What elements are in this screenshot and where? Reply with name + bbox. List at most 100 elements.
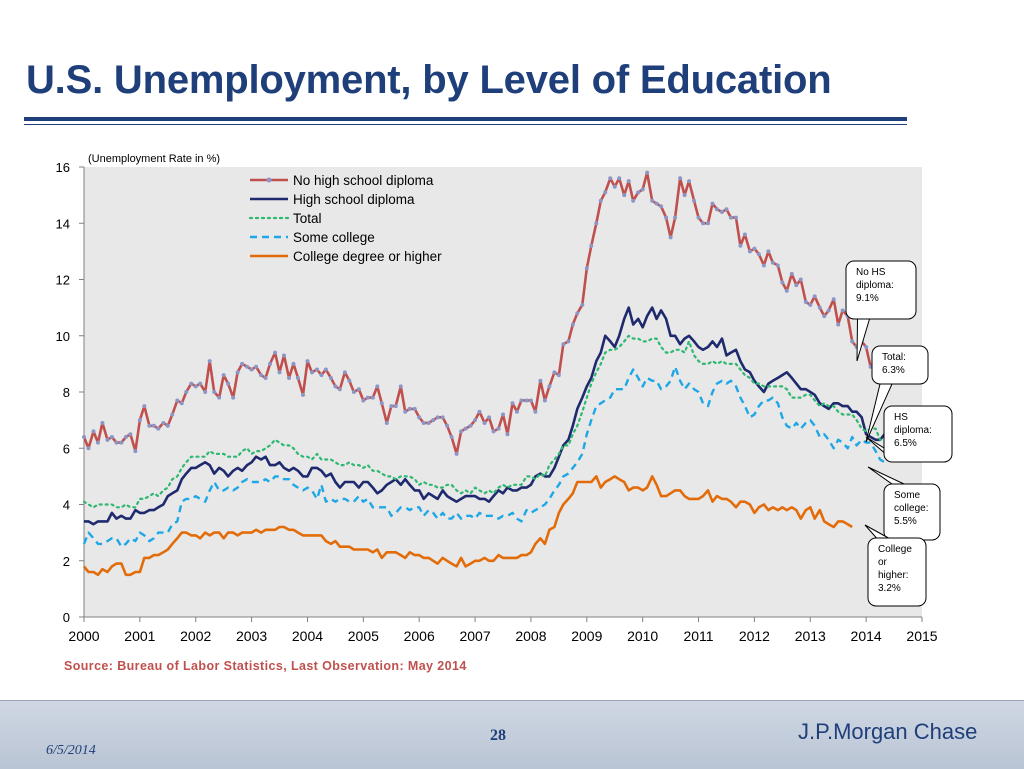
data-point <box>137 418 142 423</box>
callout-text: Some <box>894 490 921 501</box>
data-point <box>682 193 687 198</box>
data-point <box>100 420 105 425</box>
data-point <box>654 201 659 206</box>
data-point <box>822 314 827 319</box>
data-point <box>449 435 454 439</box>
data-point <box>603 190 608 195</box>
data-point <box>207 359 212 364</box>
data-point <box>379 401 384 406</box>
data-point <box>235 370 240 375</box>
callout-text: 5.5% <box>894 516 917 527</box>
data-point <box>608 176 613 181</box>
data-point <box>477 409 482 414</box>
x-tick-label: 2003 <box>236 628 267 644</box>
data-point <box>398 384 403 389</box>
data-point <box>664 215 669 220</box>
data-point <box>342 370 347 375</box>
chart-subtitle: (Unemployment Rate in %) <box>88 153 220 165</box>
callout-box <box>867 537 927 607</box>
legend: No high school diploma High school diplom… <box>248 173 442 264</box>
data-point <box>533 409 538 414</box>
data-point <box>119 440 124 445</box>
x-tick-label: 2015 <box>906 628 937 644</box>
x-tick-label: 2012 <box>739 628 770 644</box>
data-point <box>184 390 189 394</box>
data-point <box>421 420 426 425</box>
data-point <box>706 221 711 226</box>
data-point <box>733 215 738 220</box>
data-point <box>598 198 603 203</box>
data-point <box>752 246 757 251</box>
legend-label-0: No high school diploma <box>293 173 434 188</box>
data-point <box>454 451 459 456</box>
data-point <box>314 367 319 372</box>
y-tick-label: 8 <box>63 385 70 400</box>
data-point <box>361 398 366 403</box>
data-point <box>542 398 547 403</box>
data-point <box>407 406 412 411</box>
data-point <box>798 277 803 282</box>
series-line-4 <box>82 475 853 577</box>
data-point <box>291 361 296 366</box>
data-point <box>231 395 236 400</box>
callout-text: diploma: <box>894 425 932 436</box>
x-tick-label: 2014 <box>851 628 882 644</box>
y-tick-label: 16 <box>56 160 70 175</box>
data-point <box>370 395 375 400</box>
callout-text: Total: <box>882 352 906 363</box>
data-point <box>240 361 245 366</box>
callout-text: 9.1% <box>856 293 879 304</box>
data-point <box>850 339 855 344</box>
x-tick-label: 2011 <box>683 628 713 644</box>
data-point <box>212 390 217 394</box>
data-point <box>728 215 733 220</box>
data-point <box>692 198 697 203</box>
data-point <box>538 378 543 383</box>
y-tick-label: 0 <box>63 610 70 625</box>
x-tick-label: 2005 <box>348 628 379 644</box>
data-point <box>123 435 128 439</box>
callout-box <box>883 405 953 463</box>
data-point <box>328 375 333 380</box>
plot-area <box>84 167 922 617</box>
data-point <box>268 361 273 366</box>
x-tick-label: 2010 <box>627 628 658 644</box>
data-point <box>254 364 259 369</box>
page-number: 28 <box>490 727 506 744</box>
data-point <box>631 198 636 203</box>
data-point <box>403 409 408 414</box>
data-point <box>337 387 342 392</box>
legend-label-3: Some college <box>293 230 375 245</box>
data-point <box>589 243 594 248</box>
data-point <box>584 266 589 271</box>
data-point <box>673 215 678 220</box>
data-point <box>836 322 841 327</box>
data-point <box>309 370 314 375</box>
data-point <box>259 373 264 378</box>
data-point <box>277 370 282 375</box>
data-point <box>91 429 96 434</box>
data-point <box>417 415 422 420</box>
legend-label-4: College degree or higher <box>293 249 442 264</box>
data-point <box>375 384 380 389</box>
data-point <box>724 207 729 212</box>
data-point <box>128 432 133 437</box>
title-underline-thick <box>24 117 907 121</box>
data-point <box>775 263 780 268</box>
data-point <box>412 406 417 411</box>
data-point <box>105 437 110 442</box>
callout-text: or <box>878 557 888 568</box>
data-point <box>147 423 152 428</box>
series-layer <box>82 170 886 577</box>
data-point <box>463 426 468 431</box>
y-tick-label: 12 <box>56 273 70 288</box>
data-point <box>468 423 473 428</box>
data-point <box>142 404 147 409</box>
brand-logo: J.P.Morgan Chase <box>798 719 978 744</box>
data-point <box>687 179 692 184</box>
data-point <box>547 384 552 389</box>
data-point <box>794 283 799 288</box>
data-point <box>659 204 664 209</box>
data-point <box>650 198 655 203</box>
data-point <box>245 364 250 369</box>
